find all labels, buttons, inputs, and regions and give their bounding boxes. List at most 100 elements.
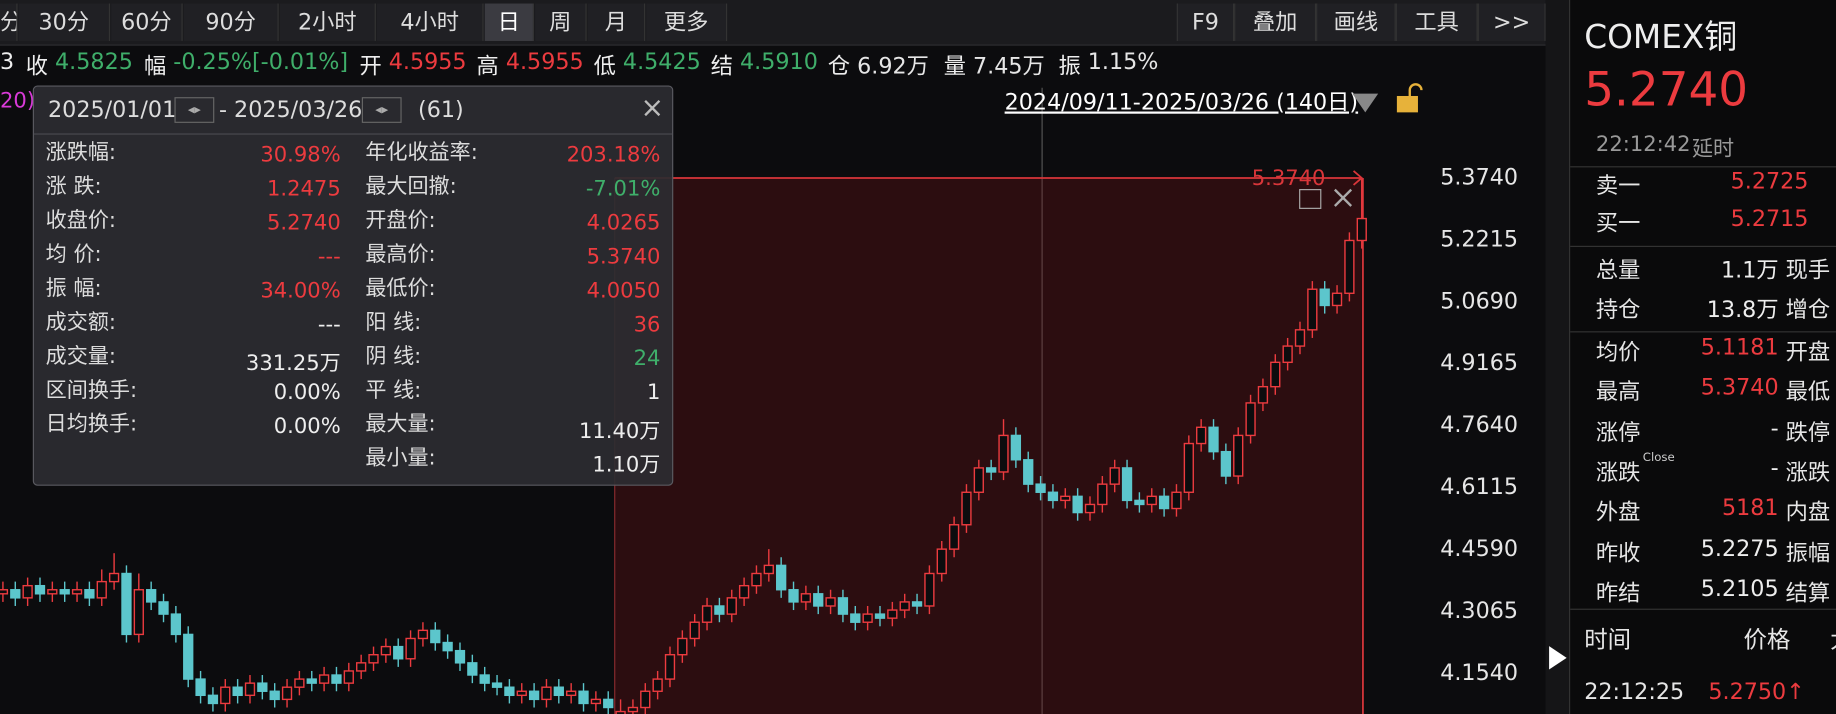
dropdown-icon[interactable] (1352, 93, 1379, 113)
period-button[interactable]: 2小时 (279, 3, 376, 41)
y-tick-label: 4.4590 (1440, 536, 1518, 562)
tool-button[interactable]: F9 (1176, 3, 1235, 41)
start-date[interactable]: 2025/01/01 (48, 97, 177, 123)
tool-button[interactable]: >> (1477, 3, 1546, 41)
tool-button[interactable]: 叠加 (1234, 3, 1317, 41)
stat-label: 区间换手: (45, 378, 138, 403)
stat-label: 平 线: (365, 378, 422, 403)
candle-body (800, 593, 812, 603)
range-label[interactable]: 2024/09/11-2025/03/26 (140日) (1005, 90, 1358, 116)
candle-body (1331, 292, 1343, 307)
candle-body (306, 678, 317, 684)
candle-body (936, 548, 947, 575)
candle-body (1109, 467, 1120, 485)
period-button[interactable]: 更多 (646, 3, 728, 41)
stat-value: 0.00% (273, 414, 341, 439)
candle-body (158, 601, 169, 615)
candle-body (133, 589, 144, 636)
period-button[interactable]: 60分 (111, 3, 183, 41)
period-button[interactable]: 分 (0, 3, 18, 41)
candle-body (491, 682, 503, 688)
date-stepper[interactable]: ◂▸ (361, 97, 402, 123)
candle-body (108, 572, 120, 583)
candle-body (948, 524, 960, 550)
quote-label: 结算 (1785, 580, 1831, 607)
candle-body (553, 686, 564, 697)
stat-label: 最小量: (365, 445, 436, 471)
period-button[interactable]: 90分 (183, 3, 279, 41)
tick-price: 5.2750↑ (1708, 678, 1805, 705)
lock-icon[interactable] (1396, 95, 1418, 113)
candle-body (1220, 450, 1232, 477)
period-button[interactable]: 30分 (18, 3, 111, 41)
info-label: 仓 (827, 53, 851, 80)
stat-value: --- (317, 244, 341, 270)
stat-label: 日均换手: (45, 412, 138, 437)
info-value: 6.92万 (857, 53, 929, 80)
candle-body (281, 686, 293, 701)
quote-label: 均价 (1595, 339, 1641, 366)
divider (1570, 245, 1836, 247)
quote-status: 延时 (1691, 136, 1735, 162)
candle-body (1319, 288, 1330, 307)
period-button[interactable]: 4小时 (377, 3, 484, 41)
date-stepper[interactable]: ◂▸ (174, 97, 215, 123)
info-value: 4.5825 (55, 49, 133, 75)
info-label: 低 (593, 53, 616, 80)
info-label: 结 (710, 53, 734, 80)
stat-value: 4.0265 (586, 210, 661, 236)
period-button[interactable]: 周 (535, 3, 587, 41)
close-button[interactable]: × (640, 91, 665, 125)
candle-body (71, 589, 83, 595)
tool-button[interactable]: 画线 (1316, 3, 1396, 41)
candle-body (751, 572, 762, 587)
candle-body (924, 572, 935, 607)
candle-body (701, 605, 713, 623)
stat-label: 收盘价: (45, 208, 117, 233)
stat-label: 涨跌幅: (45, 140, 117, 166)
candle-body (1282, 345, 1293, 364)
candle-body (664, 654, 676, 680)
close-icon[interactable] (1333, 188, 1353, 207)
candle-body (837, 597, 849, 615)
selection-shade (614, 177, 1362, 714)
expand-arrow[interactable] (1549, 646, 1567, 670)
candle-body (1208, 426, 1219, 453)
y-tick-label: 4.1540 (1440, 660, 1518, 686)
info-prefix: 3 (0, 49, 15, 75)
quote-label: 增仓 (1785, 297, 1831, 324)
tool-button[interactable]: 工具 (1395, 3, 1478, 41)
stat-value: 5.3740 (586, 244, 661, 270)
candle-body (368, 654, 379, 664)
candle-body (825, 597, 836, 607)
window-icon[interactable] (1299, 189, 1322, 209)
instrument-name: COMEX铜 (1584, 17, 1738, 57)
quote-panel: COMEX铜 5.2740 22:12:42 延时 卖一 5.2725 买一 5.27… (1569, 0, 1836, 714)
quote-value: 13.8万 (1706, 297, 1779, 324)
stat-label: 成交额: (45, 310, 117, 335)
candle-body (1146, 495, 1157, 506)
candle-body (195, 678, 206, 697)
candle-body (911, 601, 923, 607)
info-label: 振 (1058, 53, 1081, 80)
candle-body (380, 645, 392, 656)
end-date[interactable]: - 2025/03/26 (218, 97, 363, 123)
candle-body (22, 584, 33, 599)
candle-body (1023, 459, 1034, 485)
stat-label: 开盘价: (365, 208, 436, 233)
period-button[interactable]: 日 (484, 3, 534, 41)
candle-body (1171, 491, 1182, 510)
quote-label: 最高 (1595, 379, 1641, 406)
y-tick-label: 5.2215 (1440, 226, 1518, 252)
period-button[interactable]: 月 (587, 3, 646, 41)
stat-value: 36 (633, 312, 661, 338)
info-value: -0.25%[-0.01%] (173, 49, 349, 75)
candle-body (1294, 329, 1306, 347)
candle-body (417, 629, 429, 640)
candle-body (986, 467, 997, 473)
stat-label: 振 幅: (45, 276, 102, 301)
stat-value: 331.25万 (245, 351, 341, 376)
stat-value: 1 (646, 380, 661, 405)
candle-body (393, 645, 404, 660)
